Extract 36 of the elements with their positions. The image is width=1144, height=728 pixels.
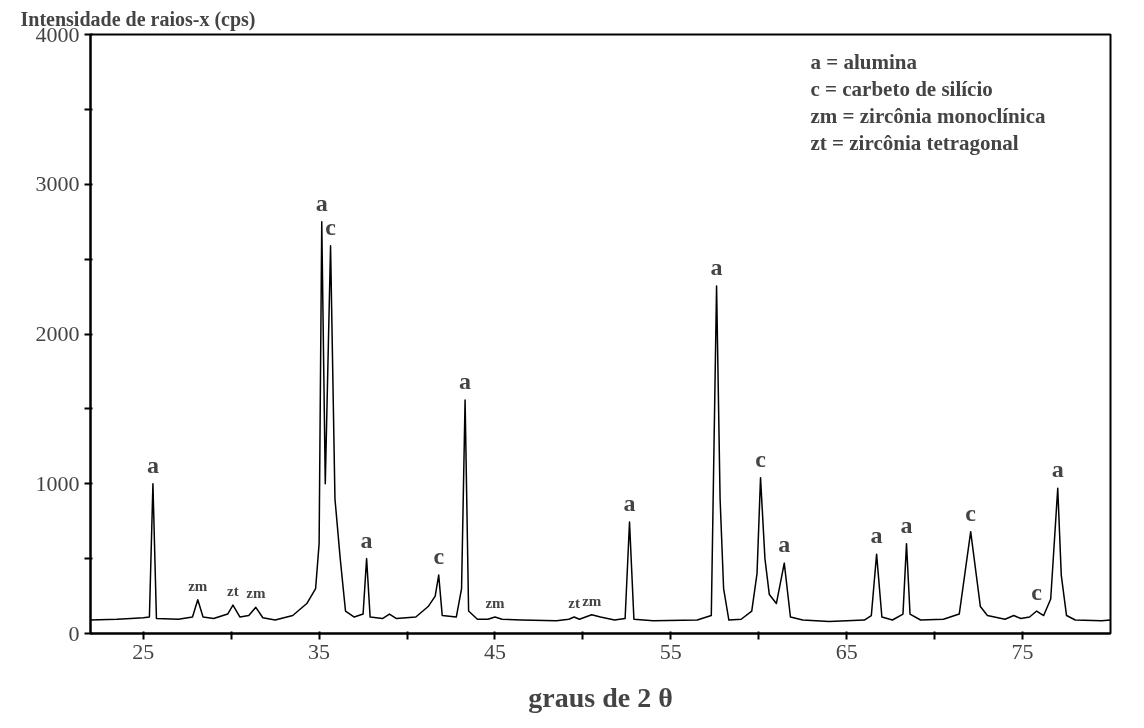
annotation: c = carbeto de silício	[810, 76, 993, 101]
x-tick-label: 55	[659, 638, 682, 664]
annotation: zm	[188, 577, 208, 594]
annotation: c	[755, 445, 767, 472]
x-tick-label: 35	[308, 638, 331, 664]
annotation: a	[870, 522, 883, 549]
x-tick-label: 45	[483, 638, 506, 664]
x-tick-label: 65	[835, 638, 858, 664]
x-axis-title: graus de 2 θ	[528, 681, 673, 713]
x-tick-label: 75	[1011, 638, 1034, 664]
annotation: zm	[246, 585, 266, 602]
y-tick-label: 3000	[35, 171, 80, 197]
annotation: zm = zircônia monoclínica	[810, 103, 1046, 128]
annotation: zt	[227, 583, 239, 600]
annotation: a	[623, 489, 636, 516]
annotation: a	[1051, 456, 1064, 483]
annotation: a	[459, 367, 472, 394]
annotation: a	[315, 189, 328, 216]
y-tick-label: 2000	[35, 321, 80, 346]
annotation: a	[146, 451, 159, 478]
y-tick-label: 0	[68, 620, 80, 646]
annotation: c	[433, 543, 445, 570]
annotation: c	[965, 499, 977, 526]
y-tick-label: 1000	[35, 470, 80, 496]
annotation: a	[778, 531, 791, 558]
annotation: zt = zircônia tetragonal	[810, 130, 1019, 155]
annotation: zm	[582, 592, 602, 609]
annotation: a	[360, 526, 373, 553]
annotation: a = alumina	[810, 49, 918, 74]
annotation: a	[710, 254, 723, 281]
annotation: c	[1031, 579, 1043, 606]
annotation: zm	[485, 595, 506, 612]
annotation: a	[900, 511, 913, 538]
x-tick-label: 25	[132, 638, 155, 664]
annotation: c	[325, 213, 337, 240]
annotation: zt	[568, 595, 580, 612]
